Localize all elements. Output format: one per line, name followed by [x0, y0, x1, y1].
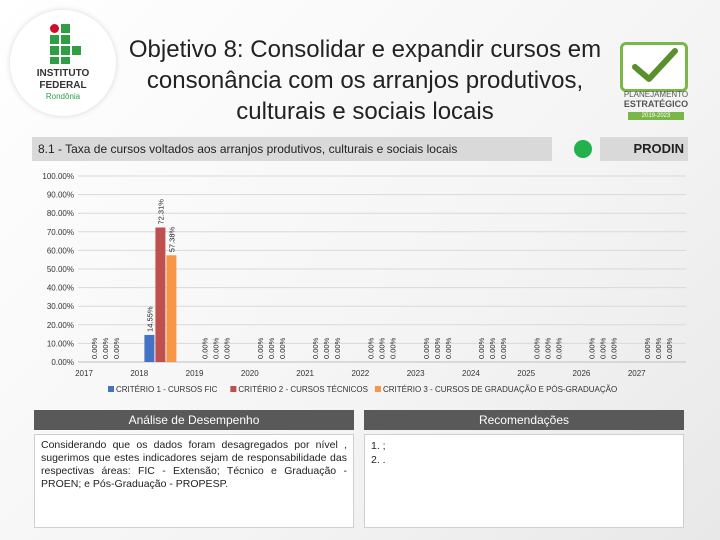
data-label: 0.00%	[267, 337, 276, 359]
owner-label: PRODIN	[600, 137, 688, 161]
data-label: 0.00%	[223, 337, 232, 359]
data-label: 0.00%	[201, 337, 210, 359]
planning-logo-line-3: 2019-2023	[628, 112, 684, 120]
data-label: 0.00%	[588, 337, 597, 359]
data-label: 0.00%	[643, 337, 652, 359]
data-label: 0.00%	[322, 337, 331, 359]
data-label: 0.00%	[543, 337, 552, 359]
status-indicator	[574, 140, 592, 158]
x-tick-label: 2025	[517, 369, 535, 378]
legend-entry: CRITÉRIO 3 - CURSOS DE GRADUAÇÃO E PÓS-G…	[383, 385, 617, 394]
data-label: 0.00%	[554, 337, 563, 359]
data-label: 0.00%	[654, 337, 663, 359]
legend-swatch	[230, 386, 237, 392]
y-tick-label: 20.00%	[47, 321, 74, 330]
page-title: Objetivo 8: Consolidar e expandir cursos…	[128, 36, 602, 125]
x-tick-label: 2019	[186, 369, 204, 378]
y-tick-label: 70.00%	[47, 228, 74, 237]
data-label: 0.00%	[378, 337, 387, 359]
recommendations-heading: Recomendações	[364, 410, 684, 430]
legend-entry: CRITÉRIO 2 - CURSOS TÉCNICOS	[238, 385, 368, 394]
planning-logo: PLANEJAMENTO ESTRATÉGICO 2019-2023	[608, 40, 704, 120]
y-tick-label: 30.00%	[47, 302, 74, 311]
data-label: 0.00%	[212, 337, 221, 359]
legend-swatch	[108, 386, 114, 392]
y-tick-label: 90.00%	[47, 191, 74, 200]
logo-line-1: INSTITUTO	[36, 68, 90, 79]
x-tick-label: 2022	[351, 369, 369, 378]
data-label: 0.00%	[599, 337, 608, 359]
y-tick-label: 100.00%	[42, 172, 74, 181]
data-label: 72.31%	[156, 199, 165, 225]
logo-line-3: Rondônia	[45, 92, 81, 101]
y-tick-label: 0.00%	[51, 358, 74, 367]
data-label: 57.38%	[167, 227, 176, 253]
data-label: 0.00%	[532, 337, 541, 359]
analysis-panel: Considerando que os dados foram desagreg…	[34, 434, 354, 528]
x-tick-label: 2020	[241, 369, 259, 378]
x-tick-label: 2017	[75, 369, 93, 378]
x-tick-label: 2018	[130, 369, 148, 378]
data-label: 0.00%	[422, 337, 431, 359]
data-label: 0.00%	[499, 337, 508, 359]
x-tick-label: 2026	[573, 369, 591, 378]
data-label: 0.00%	[610, 337, 619, 359]
data-label: 0.00%	[278, 337, 287, 359]
recommendation-item: 2. .	[371, 454, 386, 466]
x-tick-label: 2027	[628, 369, 646, 378]
if-mark-icon	[50, 24, 82, 64]
y-tick-label: 60.00%	[47, 246, 74, 255]
data-label: 0.00%	[665, 337, 674, 359]
bar	[155, 227, 166, 362]
data-label: 0.00%	[389, 337, 398, 359]
analysis-heading: Análise de Desempenho	[34, 410, 354, 430]
data-label: 0.00%	[333, 337, 342, 359]
data-label: 0.00%	[90, 337, 99, 359]
recommendations-panel: 1. ; 2. .	[364, 434, 684, 528]
analysis-text: Considerando que os dados foram desagreg…	[41, 439, 347, 490]
bar	[166, 255, 177, 362]
data-label: 0.00%	[311, 337, 320, 359]
x-tick-label: 2024	[462, 369, 480, 378]
data-label: 14.55%	[145, 306, 154, 332]
data-label: 0.00%	[433, 337, 442, 359]
data-label: 0.00%	[256, 337, 265, 359]
x-tick-label: 2021	[296, 369, 314, 378]
legend-entry: CRITÉRIO 1 - CURSOS FIC	[116, 385, 218, 394]
y-tick-label: 10.00%	[47, 339, 74, 348]
data-label: 0.00%	[367, 337, 376, 359]
data-label: 0.00%	[101, 337, 110, 359]
data-label: 0.00%	[488, 337, 497, 359]
data-label: 0.00%	[477, 337, 486, 359]
recommendation-item: 1. ;	[371, 440, 386, 452]
planning-logo-line-2: ESTRATÉGICO	[623, 99, 689, 109]
checkmark-icon	[620, 42, 688, 92]
data-label: 0.00%	[444, 337, 453, 359]
data-label: 0.00%	[112, 337, 121, 359]
x-tick-label: 2023	[407, 369, 425, 378]
bar	[144, 334, 155, 362]
institution-logo: INSTITUTO FEDERAL Rondônia	[8, 8, 118, 126]
y-tick-label: 40.00%	[47, 284, 74, 293]
logo-line-2: FEDERAL	[39, 80, 87, 91]
indicator-label: 8.1 - Taxa de cursos voltados aos arranj…	[32, 137, 552, 161]
bar-chart: 0.00% 10.00% 20.00% 30.00% 40.00% 50.00% 60.00…	[42, 172, 686, 394]
planning-logo-line-1: PLANEJAMENTO	[623, 90, 689, 99]
y-tick-label: 80.00%	[47, 209, 74, 218]
legend-swatch	[374, 386, 381, 392]
y-tick-label: 50.00%	[47, 265, 74, 274]
